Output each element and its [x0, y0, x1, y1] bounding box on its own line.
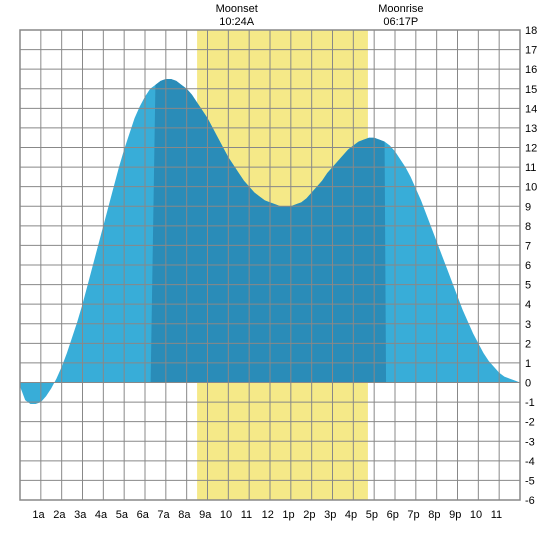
- x-tick-label: 6p: [387, 509, 399, 521]
- y-tick-label: 9: [525, 201, 531, 213]
- y-tick-label: 16: [525, 64, 537, 76]
- y-tick-label: 6: [525, 260, 531, 272]
- x-tick-label: 11: [491, 509, 502, 521]
- x-tick-label: 2a: [53, 509, 66, 521]
- x-tick-label: 3a: [74, 509, 87, 521]
- y-tick-label: -5: [525, 475, 535, 487]
- y-tick-label: 14: [525, 103, 537, 115]
- y-tick-label: -3: [525, 436, 535, 448]
- x-tick-label: 1a: [32, 509, 45, 521]
- y-tick-label: -4: [525, 456, 535, 468]
- x-tick-label: 10: [470, 509, 482, 521]
- x-tick-label: 6a: [137, 509, 150, 521]
- x-tick-label: 7a: [157, 509, 170, 521]
- y-tick-label: -6: [525, 495, 535, 507]
- y-tick-label: 12: [525, 143, 537, 155]
- x-tick-label: 3p: [324, 509, 336, 521]
- y-tick-label: 4: [525, 299, 531, 311]
- x-tick-label: 2p: [303, 509, 315, 521]
- y-tick-label: 7: [525, 240, 531, 252]
- y-tick-label: -2: [525, 417, 535, 429]
- x-tick-label: 8a: [178, 509, 191, 521]
- y-tick-label: 1: [525, 358, 531, 370]
- y-tick-label: 15: [525, 84, 537, 96]
- moonrise-time: 06:17P: [383, 16, 418, 28]
- y-tick-label: 17: [525, 45, 537, 57]
- y-tick-label: 13: [525, 123, 537, 135]
- x-tick-label: 7p: [407, 509, 419, 521]
- x-tick-label: 5p: [366, 509, 378, 521]
- x-tick-label: 9p: [449, 509, 461, 521]
- chart-svg: -6-5-4-3-2-10123456789101112131415161718…: [0, 0, 550, 550]
- y-tick-label: 2: [525, 338, 531, 350]
- y-tick-label: 11: [525, 162, 536, 174]
- x-tick-label: 11: [241, 509, 252, 521]
- moonset-label: Moonset: [216, 3, 258, 15]
- y-tick-label: 0: [525, 378, 531, 390]
- moonset-time: 10:24A: [219, 16, 255, 28]
- moonrise-label: Moonrise: [378, 3, 423, 15]
- y-tick-label: 8: [525, 221, 531, 233]
- x-tick-label: 1p: [282, 509, 294, 521]
- y-tick-label: 3: [525, 319, 531, 331]
- x-tick-label: 12: [262, 509, 274, 521]
- x-tick-label: 4p: [345, 509, 357, 521]
- y-tick-label: -1: [525, 397, 535, 409]
- y-tick-label: 5: [525, 280, 531, 292]
- x-tick-label: 10: [220, 509, 232, 521]
- y-tick-label: 18: [525, 25, 537, 37]
- x-tick-label: 9a: [199, 509, 212, 521]
- x-tick-label: 4a: [95, 509, 108, 521]
- tide-chart: -6-5-4-3-2-10123456789101112131415161718…: [0, 0, 550, 550]
- x-tick-label: 8p: [428, 509, 440, 521]
- x-tick-label: 5a: [116, 509, 129, 521]
- y-tick-label: 10: [525, 182, 537, 194]
